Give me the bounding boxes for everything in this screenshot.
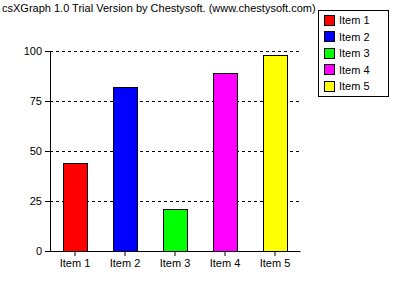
legend-item: Item 4 (324, 64, 370, 76)
x-tick-label: Item 4 (210, 257, 241, 269)
y-tick: 25 (30, 195, 50, 207)
y-axis: 0 25 50 75 100 (24, 45, 51, 257)
x-tick-label: Item 3 (160, 257, 191, 269)
legend-item: Item 1 (324, 14, 370, 26)
y-tick-mark (45, 251, 50, 252)
legend-label: Item 2 (339, 31, 370, 43)
x-tick-mark (225, 251, 226, 256)
x-tick-mark (175, 251, 176, 256)
y-tick-mark (45, 201, 50, 202)
y-tick: 50 (30, 145, 50, 157)
legend-swatch (324, 81, 334, 91)
x-tick: Item 2 (110, 251, 141, 269)
y-axis-line (50, 52, 51, 252)
legend-swatch (324, 48, 334, 58)
x-tick-mark (125, 251, 126, 256)
y-tick: 75 (30, 95, 50, 107)
bars (63, 55, 287, 251)
legend-item: Item 3 (324, 47, 370, 59)
grid (50, 51, 300, 251)
x-tick-mark (75, 251, 76, 256)
x-tick-label: Item 5 (260, 257, 291, 269)
legend-item: Item 5 (324, 80, 370, 92)
x-tick: Item 4 (210, 251, 241, 269)
x-tick: Item 5 (260, 251, 291, 269)
y-tick-label: 100 (24, 45, 42, 57)
legend-swatch (324, 32, 334, 42)
x-tick: Item 3 (160, 251, 191, 269)
x-tick: Item 1 (60, 251, 91, 269)
legend-item: Item 2 (324, 31, 370, 43)
legend-swatch (324, 65, 334, 75)
legend-label: Item 5 (339, 80, 370, 92)
legend-frame (318, 10, 388, 97)
legend: Item 1 Item 2 Item 3 Item 4 Item 5 (318, 10, 388, 97)
y-tick-mark (45, 51, 50, 52)
y-tick: 100 (24, 45, 50, 57)
bar (263, 55, 287, 251)
title: csXGraph 1.0 Trial Version by Chestysoft… (2, 2, 316, 14)
y-tick: 0 (36, 245, 50, 257)
legend-label: Item 3 (339, 47, 370, 59)
y-tick-mark (45, 151, 50, 152)
y-tick-label: 50 (30, 145, 42, 157)
y-tick-label: 75 (30, 95, 42, 107)
legend-label: Item 1 (339, 14, 370, 26)
grid-line (50, 51, 300, 52)
bar (163, 209, 187, 251)
x-tick-mark (275, 251, 276, 256)
y-tick-label: 25 (30, 195, 42, 207)
bar (213, 73, 237, 251)
y-tick-mark (45, 101, 50, 102)
x-tick-label: Item 1 (60, 257, 91, 269)
x-axis: Item 1 Item 2 Item 3 Item 4 Item 5 (51, 251, 301, 269)
bar (113, 87, 137, 251)
chart: csXGraph 1.0 Trial Version by Chestysoft… (0, 0, 400, 300)
legend-label: Item 4 (339, 64, 370, 76)
y-tick-label: 0 (36, 245, 42, 257)
legend-swatch (324, 15, 334, 25)
x-tick-label: Item 2 (110, 257, 141, 269)
bar (63, 163, 87, 251)
